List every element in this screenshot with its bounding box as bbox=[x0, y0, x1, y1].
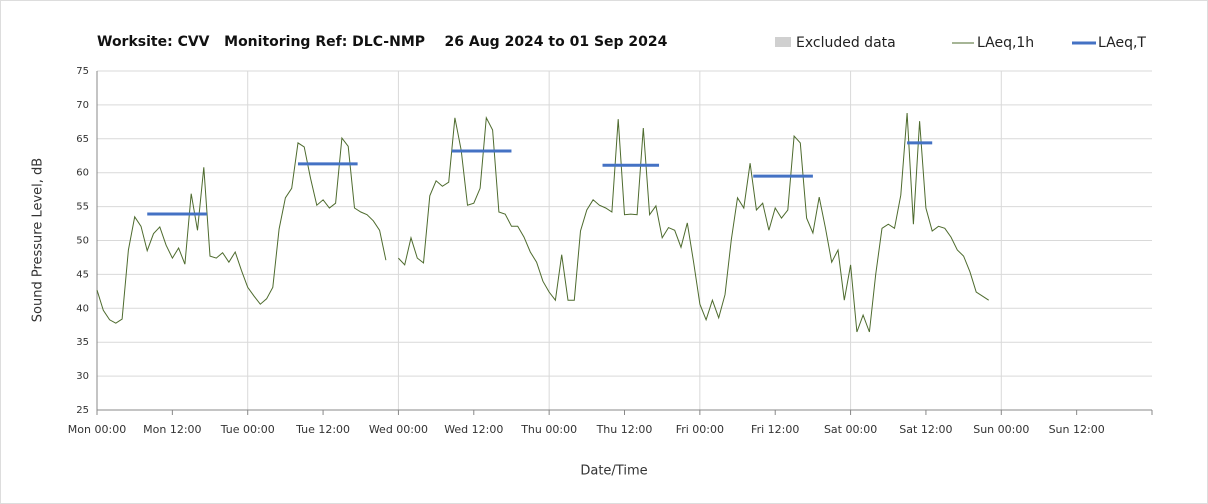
y-tick-label: 50 bbox=[76, 236, 89, 247]
x-tick-label: Sun 12:00 bbox=[1049, 423, 1105, 436]
x-tick-label: Mon 12:00 bbox=[143, 423, 201, 436]
y-tick-label: 65 bbox=[76, 134, 89, 145]
y-tick-label: 55 bbox=[76, 202, 89, 213]
legend-label: LAeq,T bbox=[1098, 35, 1146, 51]
x-tick-label: Thu 12:00 bbox=[596, 423, 653, 436]
data-line bbox=[96, 112, 989, 333]
x-tick-label: Sun 00:00 bbox=[973, 423, 1029, 436]
y-tick-label: 40 bbox=[76, 303, 89, 314]
y-tick-label: 30 bbox=[76, 371, 89, 382]
y-axis-label: Sound Pressure Level, dB bbox=[31, 158, 46, 322]
x-tick-label: Tue 12:00 bbox=[295, 423, 350, 436]
legend-swatch-excluded bbox=[775, 37, 791, 47]
legend-label: LAeq,1h bbox=[977, 35, 1034, 51]
y-tick-label: 75 bbox=[76, 66, 89, 77]
y-tick-label: 25 bbox=[76, 405, 89, 416]
y-tick-label: 60 bbox=[76, 168, 89, 179]
y-tick-label: 70 bbox=[76, 100, 89, 111]
x-tick-label: Wed 12:00 bbox=[444, 423, 503, 436]
chart-title: Worksite: CVV Monitoring Ref: DLC-NMP 26… bbox=[97, 34, 668, 50]
x-tick-label: Mon 00:00 bbox=[68, 423, 126, 436]
x-tick-label: Thu 00:00 bbox=[520, 423, 577, 436]
y-tick-label: 35 bbox=[76, 337, 89, 348]
legend-label: Excluded data bbox=[796, 35, 896, 51]
y-tick-label: 45 bbox=[76, 269, 89, 280]
x-axis-label: Date/Time bbox=[580, 464, 647, 479]
x-tick-label: Sat 12:00 bbox=[899, 423, 952, 436]
x-tick-label: Wed 00:00 bbox=[369, 423, 428, 436]
x-tick-label: Fri 12:00 bbox=[751, 423, 799, 436]
x-tick-label: Tue 00:00 bbox=[220, 423, 275, 436]
x-tick-label: Sat 00:00 bbox=[824, 423, 877, 436]
x-tick-label: Fri 00:00 bbox=[676, 423, 724, 436]
